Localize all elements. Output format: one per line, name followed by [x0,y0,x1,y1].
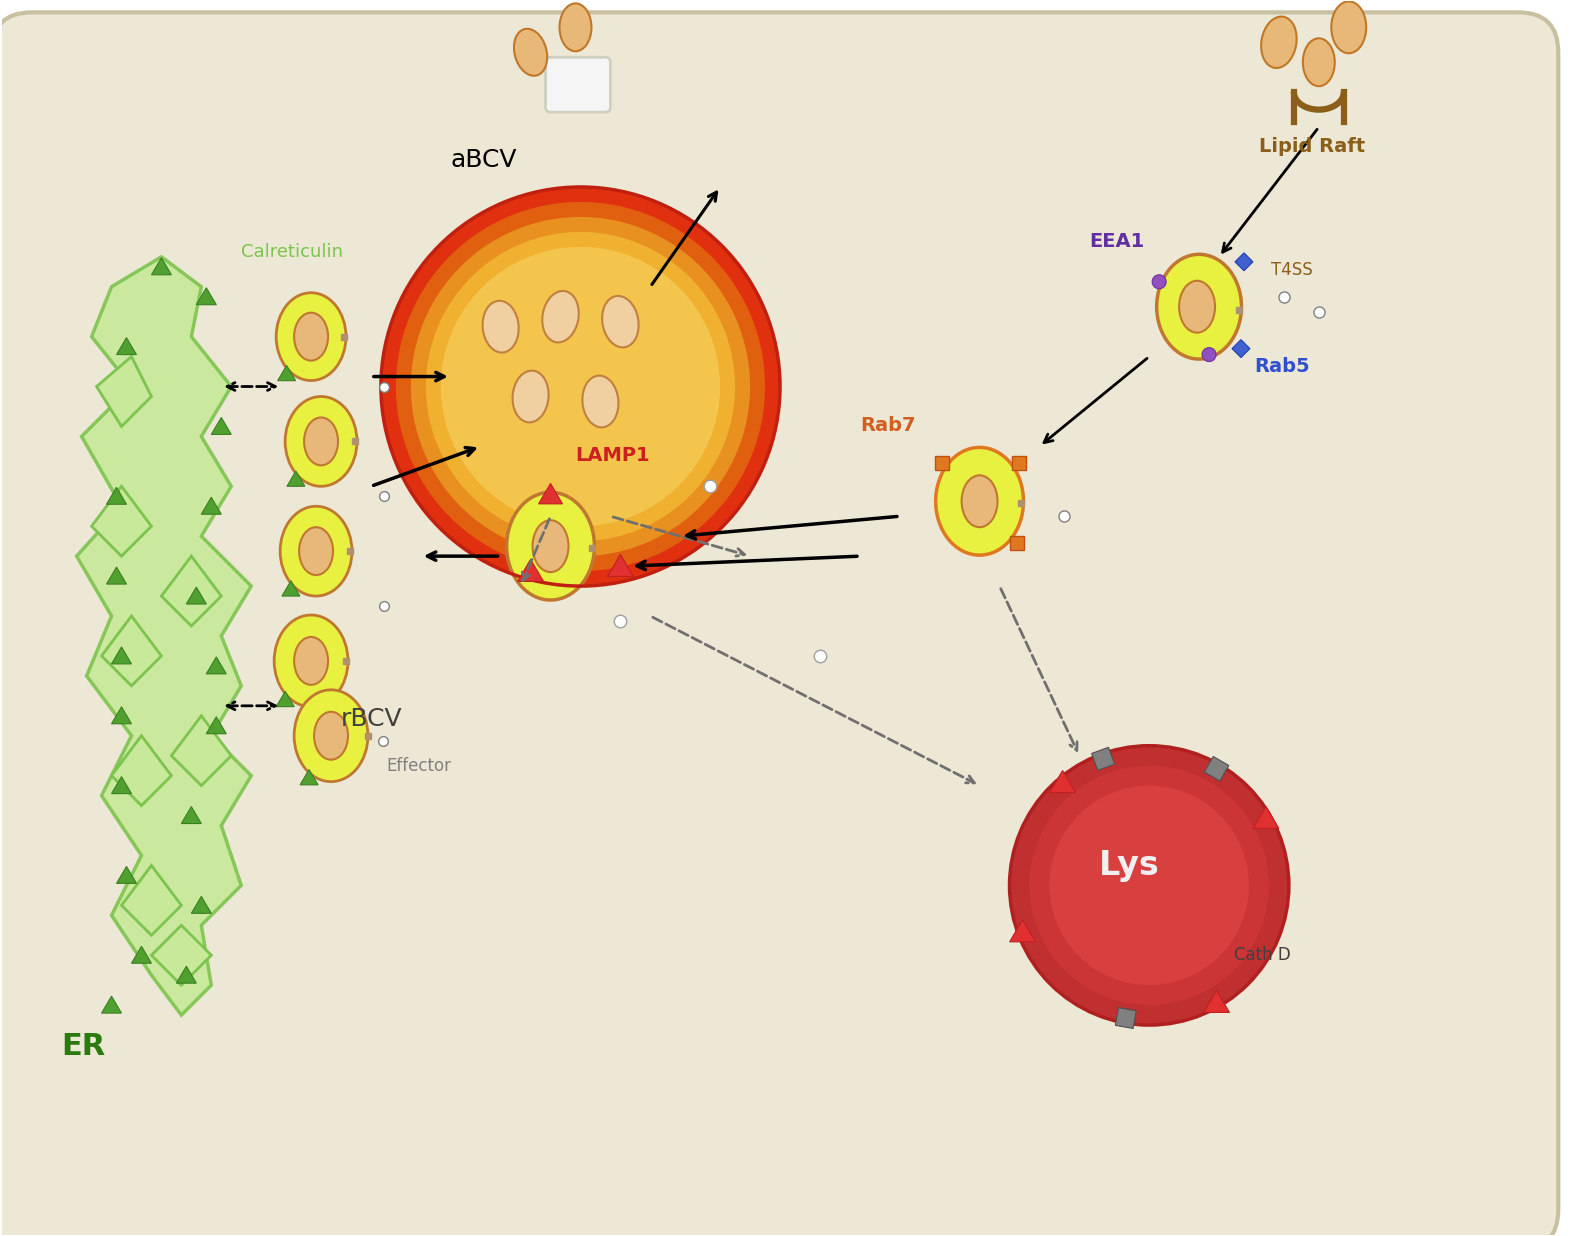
Polygon shape [177,967,196,983]
Polygon shape [607,555,634,576]
Polygon shape [191,896,211,913]
Ellipse shape [513,371,549,423]
Ellipse shape [276,293,345,381]
Circle shape [382,187,781,586]
Circle shape [1153,274,1165,289]
Polygon shape [112,646,131,664]
Circle shape [396,201,765,571]
Text: LAMP1: LAMP1 [576,446,650,465]
Polygon shape [282,581,300,596]
Ellipse shape [1180,281,1214,332]
Text: Rab7: Rab7 [859,417,915,435]
Polygon shape [207,717,226,734]
Ellipse shape [602,295,639,347]
Circle shape [1202,347,1216,362]
Polygon shape [207,656,226,674]
Polygon shape [278,366,295,381]
Ellipse shape [514,28,547,75]
Polygon shape [1011,536,1025,550]
Polygon shape [112,735,172,806]
Text: Cath D: Cath D [1233,947,1290,964]
Ellipse shape [560,4,591,51]
Ellipse shape [483,300,519,352]
Polygon shape [539,483,563,504]
Polygon shape [1235,253,1254,271]
Ellipse shape [962,476,998,528]
Circle shape [442,247,721,527]
Polygon shape [1009,920,1036,942]
Ellipse shape [314,712,349,760]
Text: ER: ER [62,1032,106,1060]
Ellipse shape [304,418,337,465]
FancyBboxPatch shape [0,12,1558,1236]
Ellipse shape [935,447,1023,555]
Polygon shape [196,288,216,305]
Ellipse shape [285,397,356,486]
Ellipse shape [1331,1,1366,53]
Circle shape [412,216,751,556]
Ellipse shape [295,690,367,781]
Ellipse shape [542,290,579,342]
Text: rBCV: rBCV [341,707,402,730]
Polygon shape [1050,770,1076,792]
Polygon shape [1091,748,1115,770]
Polygon shape [202,497,221,514]
Polygon shape [1012,456,1027,471]
Polygon shape [151,926,211,985]
Polygon shape [300,770,319,785]
Polygon shape [517,560,544,581]
Polygon shape [1203,990,1230,1012]
Ellipse shape [533,520,568,572]
Text: Effector: Effector [386,756,451,775]
Polygon shape [161,556,221,625]
Polygon shape [107,567,126,585]
Polygon shape [117,866,137,884]
Polygon shape [112,776,131,794]
Ellipse shape [1156,255,1241,360]
Polygon shape [276,691,295,707]
Text: T4SS: T4SS [1271,261,1312,279]
Ellipse shape [1303,38,1334,87]
FancyBboxPatch shape [546,57,610,112]
Polygon shape [1115,1007,1135,1028]
Circle shape [1030,765,1269,1005]
Ellipse shape [582,376,618,428]
Polygon shape [211,418,232,434]
Polygon shape [151,258,172,274]
Polygon shape [1205,756,1228,781]
Polygon shape [181,807,202,823]
Polygon shape [101,616,161,686]
Polygon shape [172,716,232,786]
Polygon shape [117,337,137,355]
Polygon shape [131,947,151,963]
Text: Rab5: Rab5 [1254,356,1309,376]
Text: EEA1: EEA1 [1090,232,1145,251]
Ellipse shape [506,492,595,599]
Text: Calreticulin: Calreticulin [241,242,344,261]
Polygon shape [121,865,181,936]
Polygon shape [107,487,126,504]
Ellipse shape [300,528,333,575]
Polygon shape [112,707,131,724]
Circle shape [1009,745,1288,1025]
Text: Lys: Lys [1099,849,1161,883]
Ellipse shape [281,507,352,596]
Polygon shape [1232,340,1251,357]
Polygon shape [186,587,207,604]
Text: aBCV: aBCV [451,148,517,172]
Polygon shape [77,257,251,1015]
Text: Lipid Raft: Lipid Raft [1258,137,1366,156]
Ellipse shape [295,313,328,361]
Polygon shape [91,486,151,556]
Circle shape [1049,786,1249,985]
Circle shape [426,232,735,541]
Polygon shape [1252,806,1279,828]
Ellipse shape [1262,16,1296,68]
Polygon shape [935,456,949,471]
Ellipse shape [274,616,349,707]
Polygon shape [287,471,304,486]
Polygon shape [101,996,121,1014]
Ellipse shape [295,637,328,685]
Polygon shape [96,357,151,426]
